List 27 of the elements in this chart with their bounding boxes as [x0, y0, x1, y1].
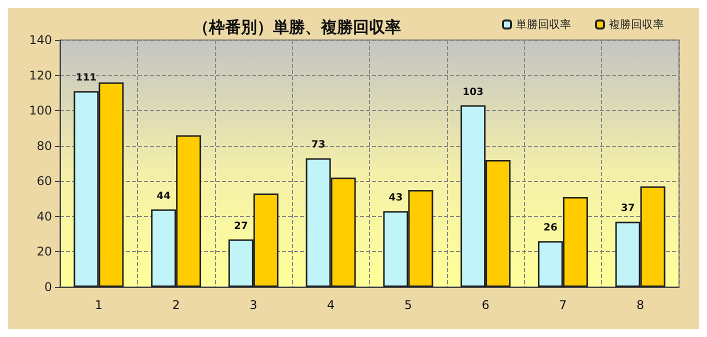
- x-tick-label: 6: [482, 298, 490, 312]
- legend-label: 複勝回収率: [609, 18, 664, 31]
- y-tick-label: 20: [36, 244, 52, 259]
- x-tick-label: 8: [636, 298, 644, 312]
- y-tick-label: 80: [36, 138, 52, 153]
- chart-title: （枠番別）単勝、複勝回収率: [193, 18, 401, 36]
- y-tick-label: 140: [29, 33, 52, 47]
- data-label: 73: [311, 140, 326, 151]
- data-label: 43: [388, 192, 403, 204]
- data-label: 27: [234, 220, 248, 232]
- x-tick-label: 1: [94, 298, 103, 312]
- data-label: 37: [620, 203, 635, 214]
- data-label: 103: [462, 86, 484, 98]
- x-tick-label: 2: [172, 298, 180, 312]
- y-tick-label: 40: [36, 209, 52, 224]
- y-tick-label: 100: [29, 104, 52, 118]
- y-tick-label: 60: [36, 174, 52, 188]
- y-tick-label: 120: [29, 68, 52, 82]
- data-label: 26: [543, 222, 558, 234]
- x-tick-label: 3: [250, 298, 258, 312]
- legend-label: 単勝回収率: [516, 18, 571, 31]
- x-tick-label: 5: [404, 298, 412, 312]
- data-label: 44: [156, 190, 171, 202]
- y-tick-label: 0: [44, 280, 52, 294]
- x-tick-label: 7: [559, 298, 567, 312]
- data-label: 111: [76, 72, 97, 84]
- x-tick-label: 4: [326, 298, 335, 312]
